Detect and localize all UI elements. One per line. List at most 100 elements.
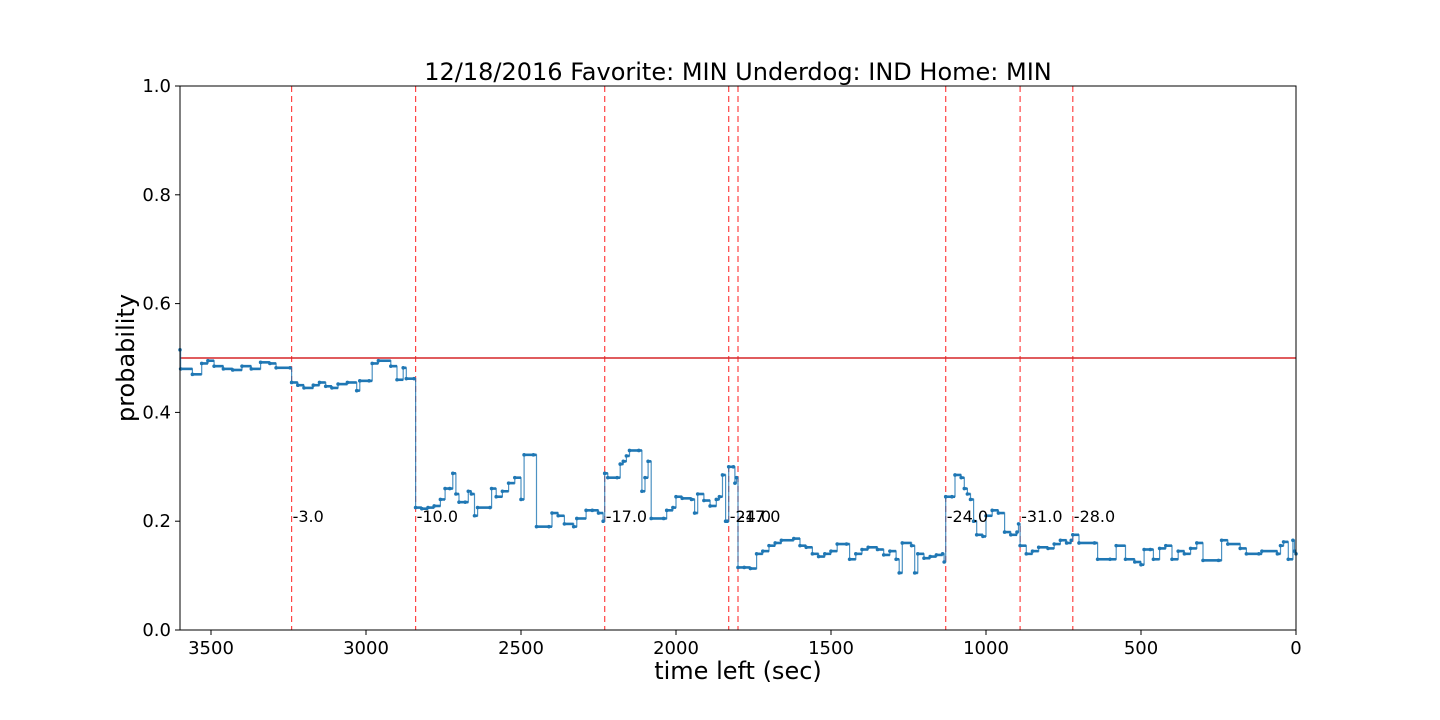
data-point bbox=[731, 465, 736, 469]
data-point bbox=[1238, 546, 1242, 551]
data-point bbox=[288, 365, 292, 370]
data-point bbox=[358, 379, 362, 383]
data-point bbox=[1216, 558, 1221, 563]
x-tick-label: 3500 bbox=[188, 638, 234, 659]
data-point bbox=[990, 508, 994, 513]
data-point bbox=[457, 500, 461, 504]
data-point bbox=[624, 454, 629, 458]
data-point bbox=[888, 549, 892, 553]
data-point bbox=[606, 475, 610, 480]
y-tick-label: 0.2 bbox=[142, 511, 171, 532]
data-point bbox=[779, 538, 784, 543]
data-point bbox=[829, 549, 833, 553]
data-point bbox=[590, 508, 595, 513]
data-point bbox=[1226, 542, 1230, 546]
data-point bbox=[438, 497, 443, 502]
data-point bbox=[268, 361, 272, 366]
data-point bbox=[575, 516, 579, 521]
x-tick-label: 500 bbox=[1124, 638, 1158, 659]
data-point bbox=[531, 453, 536, 457]
data-point bbox=[376, 358, 381, 363]
x-tick-label: 2000 bbox=[653, 638, 699, 659]
x-tick-label: 2500 bbox=[498, 638, 544, 659]
data-point bbox=[249, 367, 254, 371]
data-point bbox=[199, 361, 204, 366]
x-tick-label: 3000 bbox=[343, 638, 389, 659]
data-point bbox=[1046, 546, 1050, 551]
data-point bbox=[942, 560, 946, 564]
data-point bbox=[680, 496, 684, 501]
data-point bbox=[708, 504, 712, 508]
data-point bbox=[816, 554, 821, 559]
data-point bbox=[1195, 541, 1199, 545]
data-point bbox=[1036, 545, 1041, 550]
data-point bbox=[621, 459, 626, 464]
data-point bbox=[1275, 552, 1280, 556]
data-point bbox=[916, 552, 920, 556]
data-point bbox=[1201, 558, 1205, 563]
data-point bbox=[571, 524, 576, 529]
data-point bbox=[804, 545, 808, 550]
data-point bbox=[550, 511, 554, 515]
data-point bbox=[447, 486, 452, 491]
data-point bbox=[965, 492, 970, 496]
data-point bbox=[875, 547, 880, 552]
data-point bbox=[1291, 538, 1295, 543]
data-point bbox=[1151, 557, 1156, 562]
data-point bbox=[1244, 552, 1249, 556]
data-point bbox=[1219, 538, 1224, 543]
data-point bbox=[463, 500, 468, 504]
y-tick-label: 0.6 bbox=[142, 294, 171, 315]
data-point bbox=[742, 565, 746, 570]
data-point bbox=[404, 376, 409, 381]
data-point bbox=[847, 557, 852, 562]
data-point bbox=[454, 492, 458, 496]
data-point bbox=[323, 384, 328, 389]
data-point bbox=[1257, 552, 1261, 556]
data-point bbox=[643, 475, 647, 480]
data-point bbox=[981, 534, 985, 539]
data-point bbox=[733, 481, 737, 485]
event-label: -17.0 bbox=[606, 507, 647, 526]
data-point bbox=[996, 511, 1001, 515]
data-point bbox=[640, 489, 644, 494]
data-point bbox=[432, 504, 437, 508]
data-point bbox=[894, 557, 898, 562]
data-point bbox=[1281, 540, 1286, 544]
event-label: -17.0 bbox=[739, 507, 780, 526]
data-point bbox=[488, 505, 492, 510]
data-point bbox=[1064, 541, 1069, 545]
data-point bbox=[556, 513, 560, 518]
y-tick-label: 0.0 bbox=[142, 620, 171, 641]
event-label: -24.0 bbox=[730, 507, 771, 526]
y-tick-label: 1.0 bbox=[142, 76, 171, 97]
data-point bbox=[513, 475, 517, 480]
data-point bbox=[940, 552, 945, 556]
data-point bbox=[1024, 552, 1029, 556]
data-point bbox=[671, 505, 675, 510]
data-point bbox=[494, 494, 499, 499]
data-point bbox=[959, 475, 963, 480]
series-group bbox=[178, 348, 1298, 575]
data-point bbox=[1114, 543, 1118, 548]
data-point bbox=[1188, 546, 1193, 551]
plot-frame bbox=[179, 85, 1297, 631]
data-point bbox=[661, 516, 666, 521]
data-point bbox=[649, 516, 653, 521]
data-point bbox=[1278, 543, 1283, 548]
data-point bbox=[522, 453, 526, 457]
data-point bbox=[810, 552, 815, 556]
event-label: -24.0 bbox=[947, 507, 988, 526]
data-point bbox=[971, 519, 976, 523]
data-point bbox=[274, 365, 278, 370]
data-point bbox=[725, 519, 729, 523]
data-point bbox=[928, 554, 932, 559]
data-point bbox=[489, 486, 494, 491]
data-point bbox=[968, 497, 973, 502]
data-point bbox=[823, 552, 827, 556]
x-tick-label: 1500 bbox=[808, 638, 854, 659]
data-point bbox=[798, 543, 802, 548]
event-label: -31.0 bbox=[1021, 507, 1062, 526]
data-point bbox=[472, 513, 477, 518]
